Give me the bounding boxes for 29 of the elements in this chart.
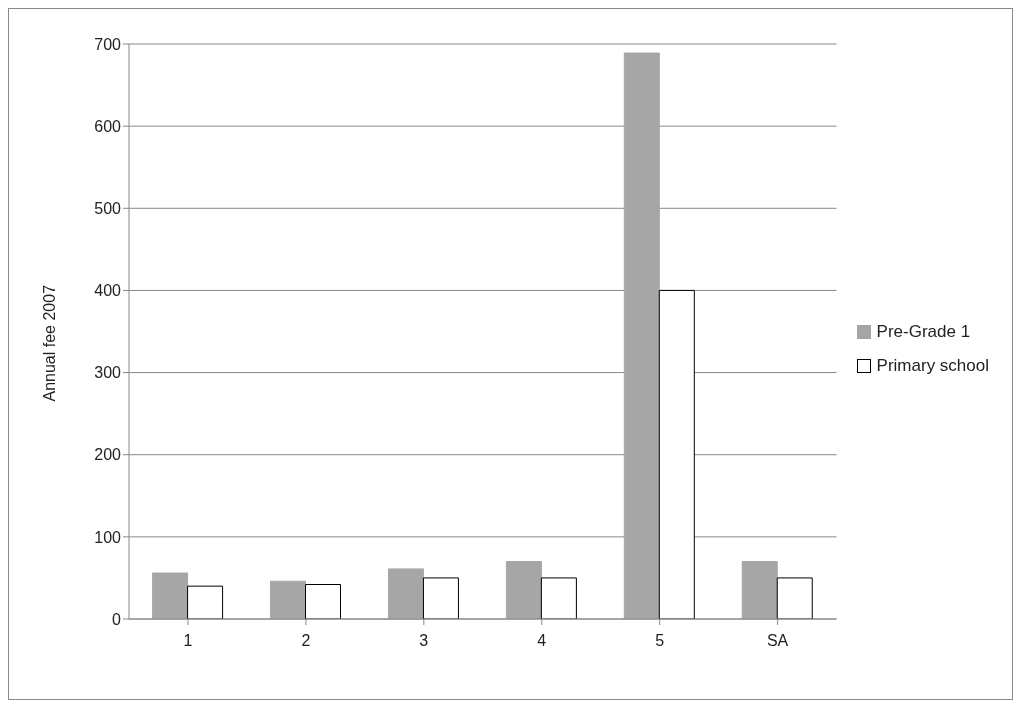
x-tick-label: 4 — [537, 632, 547, 650]
x-tick-label: 3 — [419, 632, 429, 650]
y-axis-title: Annual fee 2007 — [40, 284, 58, 402]
legend-label: Primary school — [876, 356, 989, 376]
y-tick-label: 100 — [94, 528, 122, 546]
y-tick-label: 600 — [94, 117, 122, 135]
bar — [305, 584, 342, 619]
bar — [623, 52, 660, 619]
legend-label: Pre-Grade 1 — [876, 322, 971, 342]
bar — [776, 577, 813, 619]
bar — [422, 577, 459, 619]
y-tick-label: 0 — [112, 610, 122, 628]
bar — [152, 572, 189, 619]
bar — [270, 580, 307, 619]
y-tick-label: 300 — [94, 364, 122, 382]
y-tick-label: 400 — [94, 282, 122, 300]
bar — [505, 561, 542, 619]
x-tick-label: 1 — [183, 632, 193, 650]
bar — [187, 585, 224, 619]
bar — [540, 577, 577, 619]
bar — [658, 289, 695, 619]
x-tick-label: 5 — [655, 632, 665, 650]
x-tick-label: SA — [766, 632, 789, 650]
y-tick-label: 700 — [94, 35, 122, 53]
y-tick-label: 200 — [94, 446, 122, 464]
bar — [741, 561, 778, 619]
bar — [387, 568, 424, 619]
x-tick-label: 2 — [301, 632, 311, 650]
y-tick-label: 500 — [94, 199, 122, 217]
